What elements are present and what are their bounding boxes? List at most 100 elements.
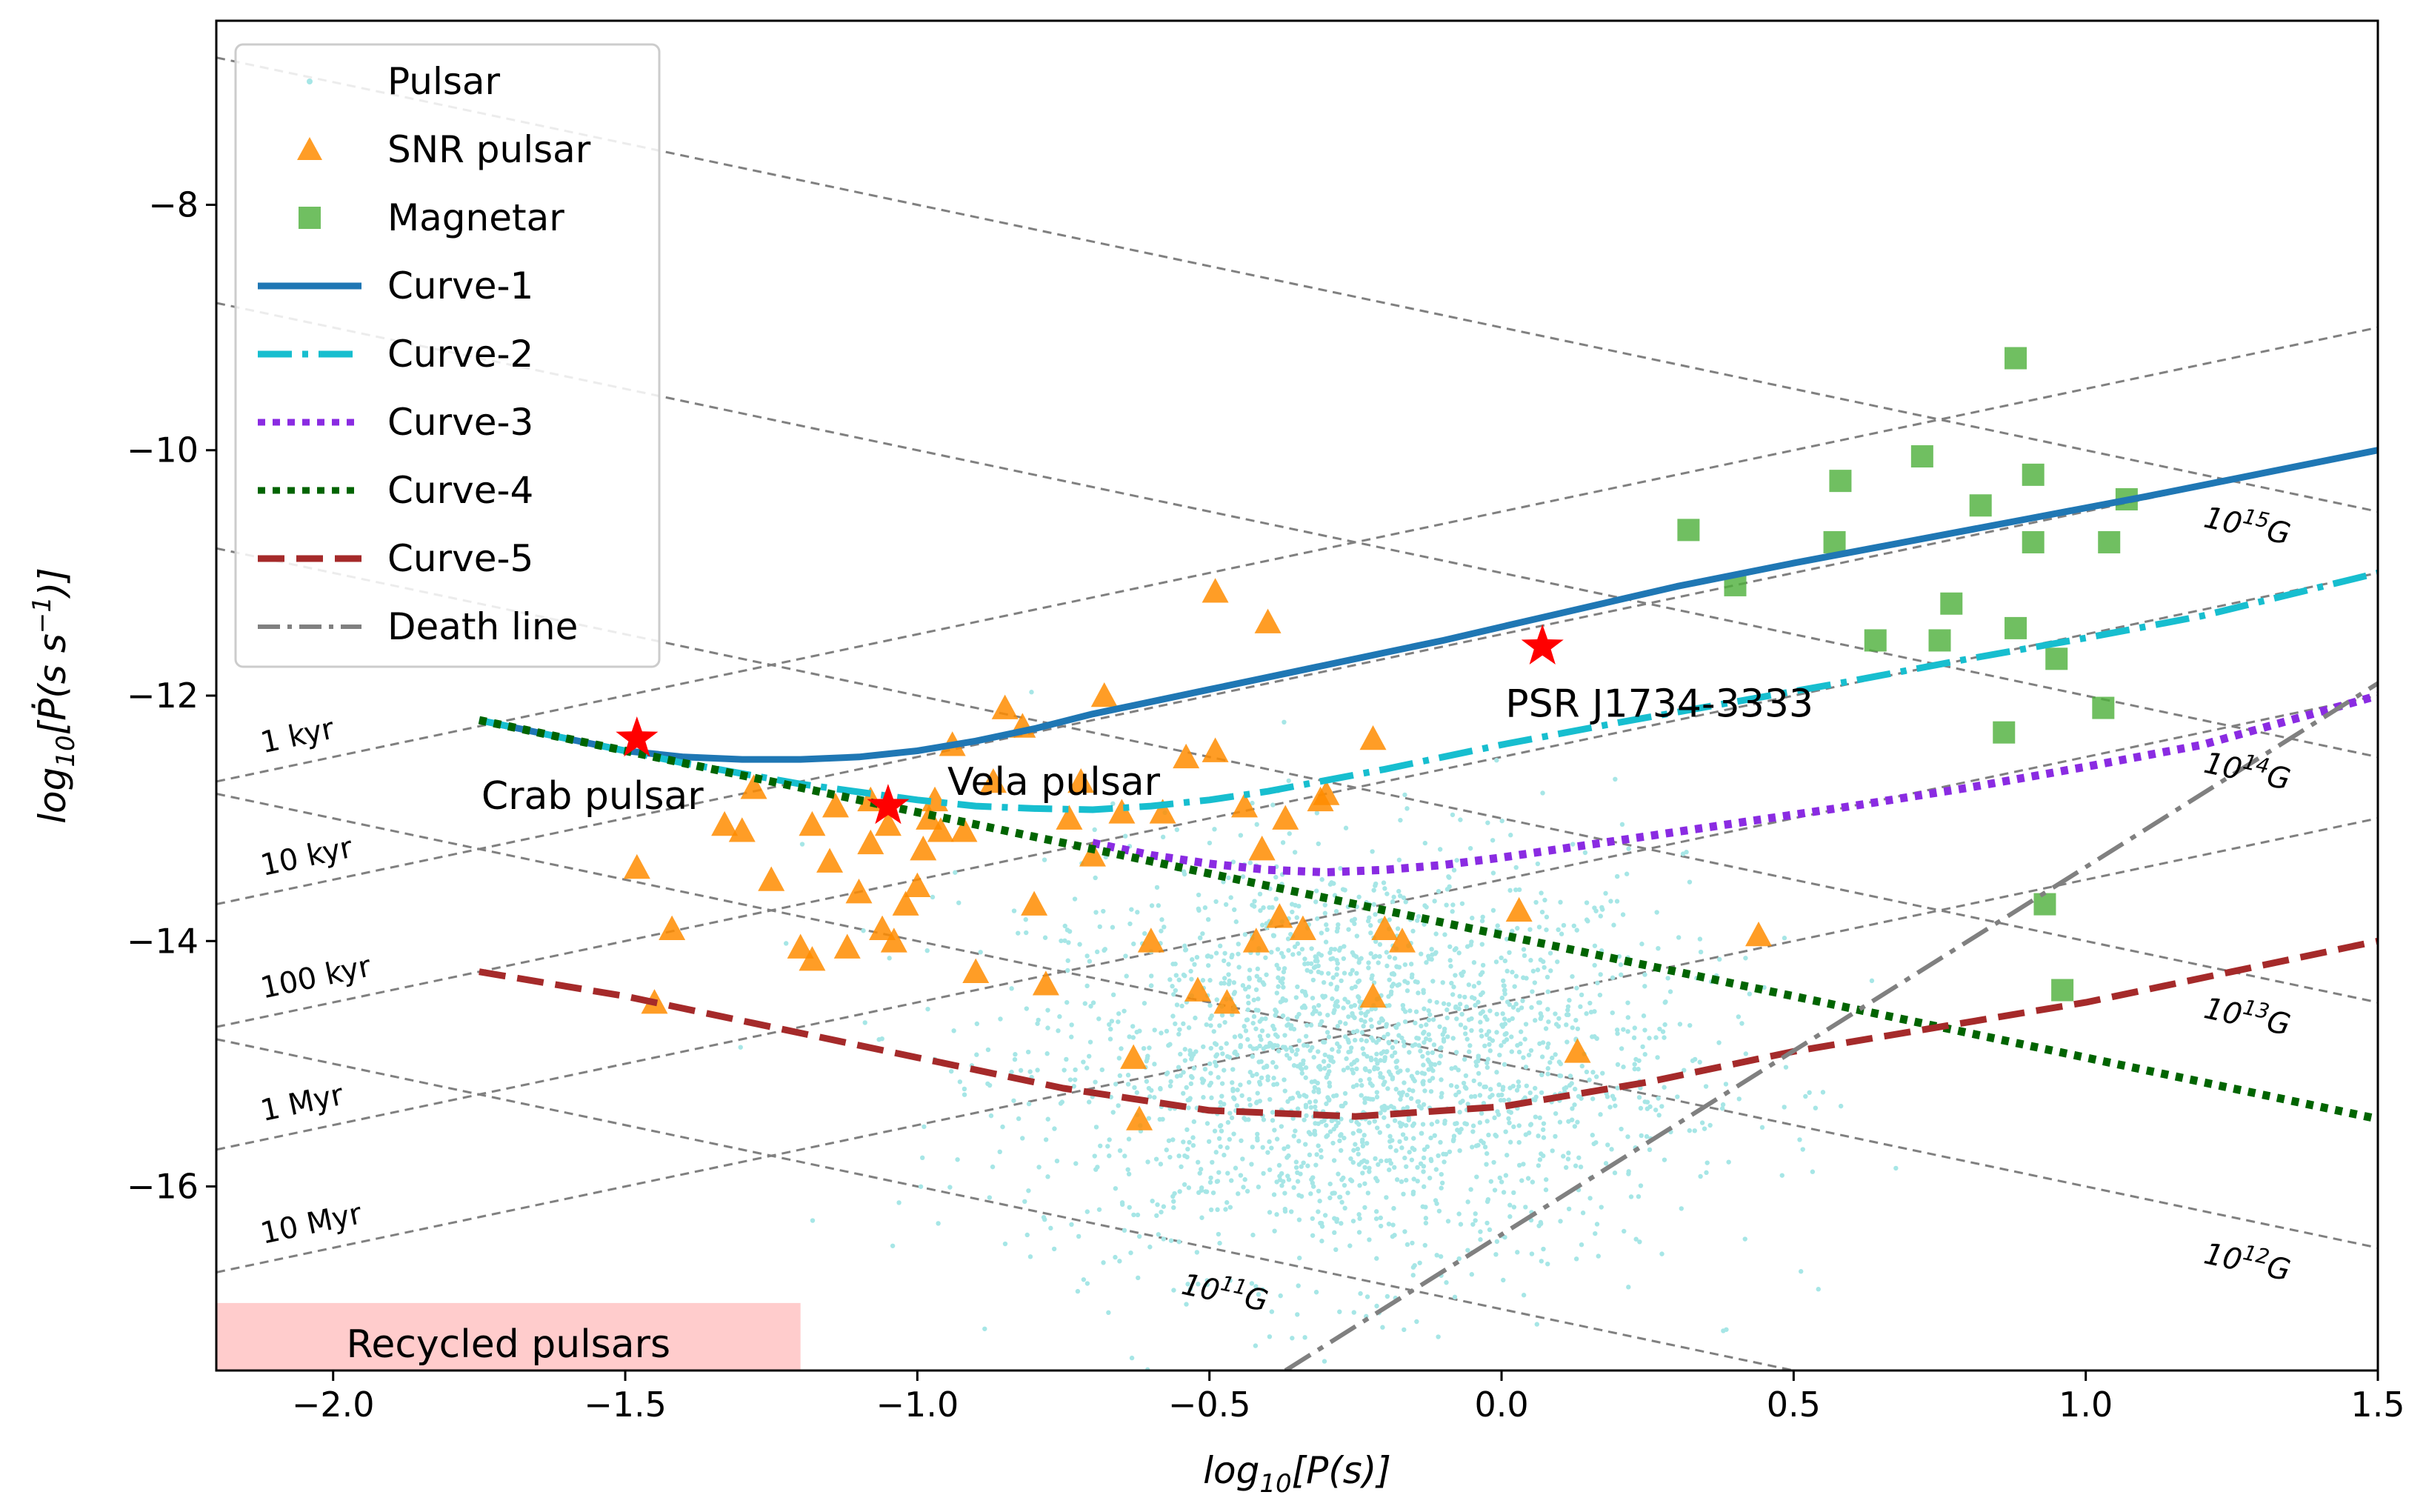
pulsar-point xyxy=(1288,1209,1294,1214)
pulsar-point xyxy=(1298,1065,1304,1070)
x-tick-label: 1.5 xyxy=(2350,1385,2405,1425)
pulsar-point xyxy=(1545,1066,1550,1071)
pulsar-point xyxy=(1387,1145,1393,1150)
pulsar-point xyxy=(1303,1065,1309,1070)
pulsar-point xyxy=(1321,995,1326,1000)
pulsar-point xyxy=(1491,1159,1496,1165)
pulsar-point xyxy=(1530,968,1536,974)
pulsar-point xyxy=(1178,1073,1183,1079)
pulsar-point xyxy=(1350,1010,1355,1016)
pulsar-point xyxy=(1322,1213,1328,1218)
pulsar-point xyxy=(1289,1023,1294,1028)
pulsar-point xyxy=(1316,1209,1321,1214)
pulsar-point xyxy=(1367,1165,1372,1170)
pulsar-point xyxy=(1813,1105,1819,1110)
pulsar-point xyxy=(955,1157,960,1162)
pulsar-point xyxy=(1201,1095,1206,1100)
pulsar-point xyxy=(1556,927,1561,933)
pulsar-point xyxy=(1456,950,1462,956)
pulsar-point xyxy=(1515,1042,1520,1048)
pulsar-point xyxy=(1485,1056,1491,1062)
pulsar-point xyxy=(1373,912,1378,917)
pulsar-point xyxy=(1544,1045,1550,1050)
pulsar-point xyxy=(1219,981,1224,986)
pulsar-point xyxy=(1702,1126,1707,1131)
pulsar-point xyxy=(1243,1117,1248,1122)
pulsar-point xyxy=(1164,1071,1170,1076)
pulsar-point xyxy=(1430,979,1436,984)
pulsar-point xyxy=(1526,1130,1532,1136)
pulsar-point xyxy=(1490,870,1496,876)
pulsar-point xyxy=(1530,989,1535,994)
pulsar-point xyxy=(1194,1250,1200,1255)
pulsar-point xyxy=(1573,1017,1579,1023)
pulsar-point xyxy=(1587,1196,1593,1201)
magnetar-point xyxy=(1940,592,1963,615)
pulsar-point xyxy=(1419,1070,1425,1076)
pulsar-point xyxy=(1356,995,1362,1000)
pulsar-point xyxy=(1147,1245,1153,1250)
magnetar-point xyxy=(2022,530,2045,553)
pulsar-point xyxy=(1395,1070,1401,1075)
pulsar-point xyxy=(1216,1136,1222,1142)
pulsar-point xyxy=(1436,888,1442,894)
pulsar-point xyxy=(1276,975,1281,980)
pulsar-point xyxy=(1410,1088,1416,1093)
pulsar-point xyxy=(1499,955,1504,961)
pulsar-point xyxy=(1154,1213,1159,1219)
pulsar-point xyxy=(1394,1065,1399,1070)
pulsar-point xyxy=(962,1092,967,1097)
pulsar-point xyxy=(1270,1059,1276,1065)
pulsar-point xyxy=(1036,1165,1042,1170)
pulsar-point xyxy=(936,1221,941,1226)
pulsar-point xyxy=(1508,1110,1514,1115)
pulsar-point xyxy=(988,1113,994,1119)
age-guide-line xyxy=(216,326,2378,783)
pulsar-point xyxy=(1503,1129,1508,1134)
pulsar-point xyxy=(1484,1119,1490,1124)
pulsar-point xyxy=(1161,1236,1166,1242)
pulsar-point xyxy=(1384,963,1390,969)
pulsar-point xyxy=(1081,1059,1086,1065)
pulsar-point xyxy=(1319,1239,1324,1244)
pulsar-point xyxy=(1327,950,1333,956)
pulsar-point xyxy=(1458,1022,1464,1028)
pulsar-point xyxy=(1214,1179,1220,1185)
pulsar-point xyxy=(1457,1110,1462,1115)
pulsar-point xyxy=(1610,975,1616,980)
pulsar-point xyxy=(1317,1199,1322,1204)
snr-pulsar-point xyxy=(857,829,884,855)
pulsar-point xyxy=(1045,1174,1050,1179)
pulsar-point xyxy=(1350,1159,1356,1165)
pulsar-point xyxy=(1295,1048,1300,1053)
pulsar-point xyxy=(1326,1063,1331,1068)
pulsar-point xyxy=(1183,947,1189,953)
pulsar-point xyxy=(1390,1053,1395,1059)
pulsar-point xyxy=(1280,1045,1286,1050)
pulsar-point xyxy=(1449,1066,1454,1071)
pulsar-point xyxy=(1594,1036,1599,1042)
pulsar-point xyxy=(1192,962,1197,968)
pulsar-point xyxy=(1408,962,1414,967)
pulsar-point xyxy=(1359,956,1364,961)
pulsar-point xyxy=(1177,1027,1182,1032)
magnetar-point xyxy=(2005,347,2027,370)
pulsar-point xyxy=(1432,1133,1437,1139)
pulsar-point xyxy=(1296,1139,1302,1144)
pulsar-point xyxy=(1277,1173,1282,1179)
pulsar-point xyxy=(1662,1157,1667,1162)
pulsar-point xyxy=(1502,1097,1507,1103)
pulsar-point xyxy=(1422,922,1427,927)
pulsar-point xyxy=(1135,1212,1141,1218)
pulsar-point xyxy=(1204,1022,1209,1028)
pulsar-point xyxy=(1267,1167,1273,1173)
pulsar-point xyxy=(1698,949,1704,955)
pulsar-point xyxy=(1407,1008,1413,1013)
pulsar-point xyxy=(1113,1186,1119,1191)
pulsar-point xyxy=(1415,918,1420,923)
pulsar-point xyxy=(1222,958,1227,964)
pulsar-point xyxy=(1264,921,1269,926)
pulsar-point xyxy=(1312,1085,1318,1090)
pulsar-point xyxy=(1185,1282,1190,1287)
pulsar-point xyxy=(1416,1036,1422,1041)
